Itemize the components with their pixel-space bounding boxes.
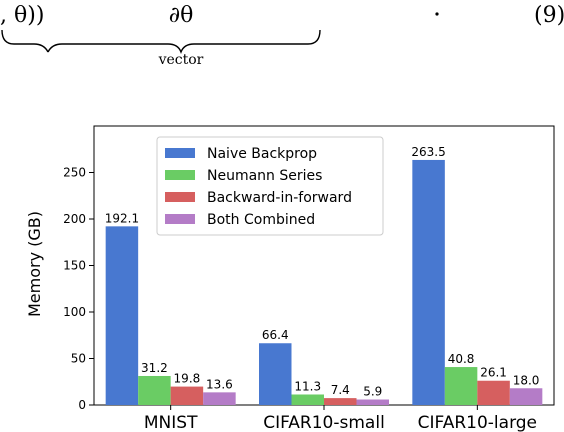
- y-axis-label: Memory (GB): [25, 211, 44, 317]
- bar: [509, 388, 543, 405]
- bar: [138, 375, 171, 405]
- bar: [105, 226, 139, 405]
- bar-value-label: 13.6: [206, 377, 233, 391]
- bar: [324, 398, 357, 405]
- bar: [170, 386, 204, 405]
- y-tick-label: 100: [63, 305, 86, 319]
- bar-value-label: 31.2: [141, 361, 168, 375]
- y-tick-label: 0: [78, 398, 86, 412]
- legend-swatch: [165, 148, 195, 158]
- equation-number: (9): [534, 3, 564, 28]
- legend-swatch: [165, 192, 195, 202]
- underbrace: [47, 29, 321, 54]
- y-tick-label: 200: [63, 212, 86, 226]
- bar-value-label: 263.5: [411, 145, 445, 159]
- bar-value-label: 11.3: [294, 379, 321, 393]
- bar: [259, 343, 292, 405]
- bar: [291, 394, 324, 405]
- bar-value-label: 5.9: [363, 385, 382, 399]
- legend-entry: Naive Backprop: [207, 146, 317, 162]
- legend-swatch: [165, 170, 195, 180]
- bar: [203, 392, 236, 405]
- x-tick-label: CIFAR10-large: [418, 413, 537, 432]
- bar: [477, 380, 510, 405]
- bar-value-label: 7.4: [331, 383, 350, 397]
- y-tick-label: 250: [63, 166, 86, 180]
- bar: [444, 367, 478, 405]
- underbrace-label: vector: [158, 52, 204, 68]
- bars: 192.1 31.2 19.8 13.6 66.4 11.3 7.4 5.9 263.5 40.8…: [105, 145, 543, 405]
- legend-box: [156, 136, 384, 236]
- equation-left-fragment: , θ)): [0, 3, 44, 28]
- y-tick-label: 150: [63, 259, 86, 273]
- bar-chart: 0 50 100 150 200 250 192.1 31.2 19.8 13.6 66.4 11.…: [25, 125, 555, 432]
- bar: [356, 399, 389, 405]
- bar-value-label: 40.8: [448, 352, 475, 366]
- bar-value-label: 19.8: [174, 372, 201, 386]
- legend: Naive Backprop Neumann Series Backward-in-…: [156, 136, 384, 236]
- x-tick-label: CIFAR10-small: [263, 413, 385, 432]
- legend-entry: Backward-in-forward: [207, 190, 352, 206]
- bar-value-label: 66.4: [262, 328, 289, 342]
- x-tick-label: MNIST: [144, 413, 198, 432]
- bar-value-label: 26.1: [480, 366, 507, 380]
- legend-entry: Both Combined: [207, 212, 315, 228]
- underbrace-left-hook: [1, 29, 49, 53]
- bar-value-label: 192.1: [105, 211, 139, 225]
- equation-dot: [435, 12, 439, 16]
- legend-swatch: [165, 214, 195, 224]
- y-tick-label: 50: [71, 352, 86, 366]
- equation-fragment: , θ)) ∂θ vector (9): [0, 3, 564, 68]
- bar: [412, 159, 445, 405]
- x-axis: MNIST CIFAR10-small CIFAR10-large: [144, 405, 537, 432]
- y-axis: 0 50 100 150 200 250: [63, 166, 94, 412]
- legend-entry: Neumann Series: [207, 168, 322, 184]
- partial-theta: ∂θ: [169, 3, 194, 28]
- bar-value-label: 18.0: [513, 373, 540, 387]
